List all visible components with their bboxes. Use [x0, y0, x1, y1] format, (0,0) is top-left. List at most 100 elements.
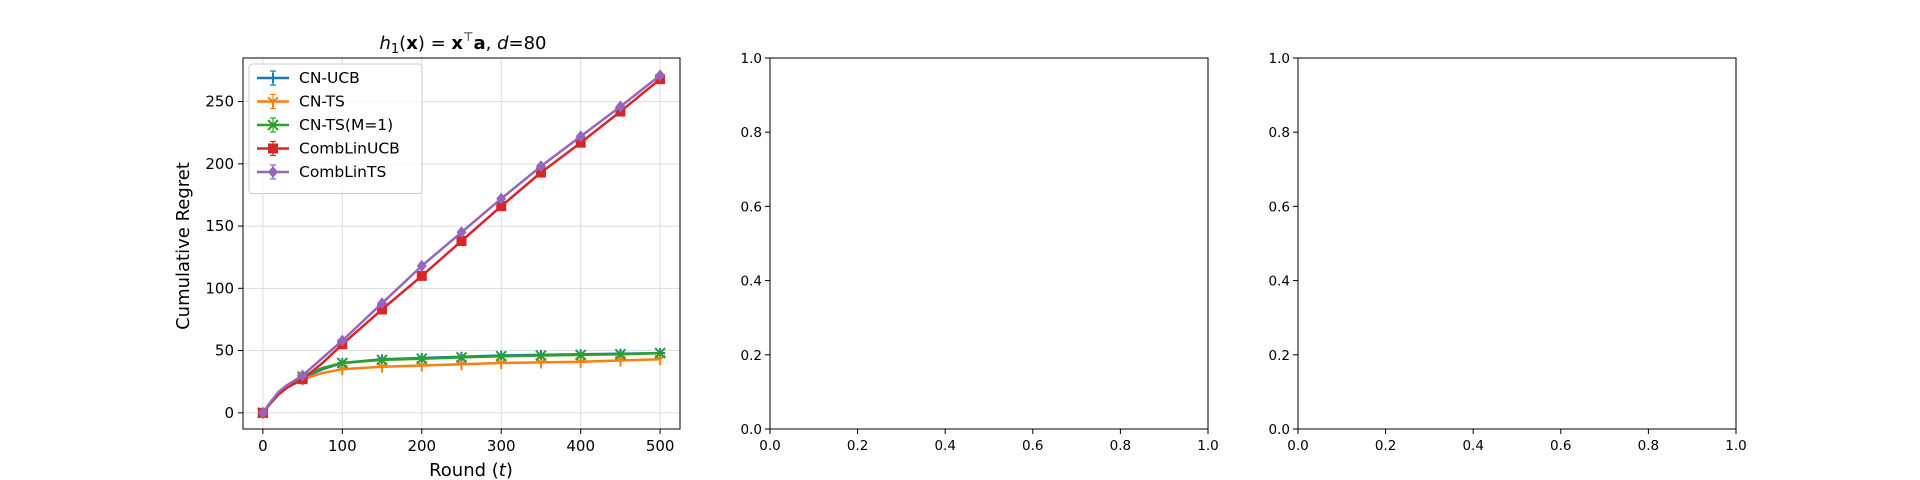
x-tick-label: 0.2 [1375, 438, 1396, 454]
title-comma: , [486, 33, 497, 54]
x-axis-ticks: 0.0 0.2 0.4 0.6 0.8 1.0 [759, 429, 1219, 454]
x-tick-label: 1.0 [1725, 438, 1746, 454]
y-tick-label: 1.0 [741, 51, 762, 67]
y-axis-ticks: 0.0 0.2 0.4 0.6 0.8 1.0 [1269, 51, 1298, 438]
data-point [297, 369, 308, 382]
data-point [535, 349, 547, 362]
y-tick-label: 100 [205, 279, 234, 297]
series-cn-ts-m-1 [257, 347, 666, 419]
series-layer [257, 69, 666, 419]
y-tick-label: 0 [224, 404, 234, 422]
chart-panel-3: 0.0 0.2 0.4 0.6 0.8 1.0 0.0 0.2 0.4 0.6 0.8 1.0 [1269, 51, 1747, 454]
data-point [377, 297, 388, 310]
series-comblints [257, 69, 666, 419]
x-tick-label: 0.0 [1287, 438, 1308, 454]
xlabel-t: t [499, 460, 507, 480]
x-tick-label: 0.8 [1638, 438, 1659, 454]
legend: CN-UCB CN-TS CN-TS(M=1) CombLinUCB CombLinTS [248, 63, 423, 194]
data-point [654, 347, 666, 359]
legend-label: CN-TS [299, 93, 345, 111]
legend-item: CN-TS [257, 93, 345, 111]
x-tick-label: 100 [328, 437, 357, 455]
legend-marker [268, 143, 278, 154]
data-point [257, 406, 268, 419]
legend-label: CN-UCB [299, 69, 360, 87]
title-close-eq: ) = [418, 33, 452, 54]
data-point [376, 354, 388, 366]
legend-item: CN-TS(M=1) [257, 116, 393, 134]
data-point [416, 270, 427, 281]
y-tick-label: 0.8 [741, 125, 762, 141]
x-tick-label: 1.0 [1197, 438, 1218, 454]
data-point [416, 259, 427, 272]
y-tick-label: 200 [205, 155, 234, 173]
data-point [615, 100, 626, 113]
legend-label: CN-TS(M=1) [299, 116, 393, 134]
y-tick-label: 0.4 [741, 274, 762, 290]
y-tick-label: 50 [215, 342, 234, 360]
y-tick-label: 0.6 [1269, 199, 1290, 215]
legend-label: CombLinTS [299, 163, 386, 181]
legend-box [248, 63, 423, 194]
y-tick-label: 1.0 [1269, 51, 1290, 67]
title-h: h [379, 33, 390, 54]
x-tick-label: 0.8 [1110, 438, 1131, 454]
y-tick-label: 0.0 [741, 422, 762, 438]
chart-panel-2: 0.0 0.2 0.4 0.6 0.8 1.0 0.0 0.2 0.4 0.6 0.8 1.0 [741, 51, 1219, 454]
data-point [535, 167, 546, 178]
data-point [416, 352, 428, 365]
chart-title: h1(x) = x⊤a, d=80 [379, 30, 546, 57]
axes-frame [769, 57, 1209, 430]
title-open-paren: ( [399, 33, 406, 54]
x-axis-label: Round (t) [429, 460, 513, 480]
data-point [574, 349, 587, 361]
legend-item: CombLinUCB [257, 140, 400, 158]
axes-frame [242, 57, 681, 430]
legend-item: CN-UCB [257, 69, 360, 87]
x-axis-ticks: 0 100 200 300 400 500 [258, 429, 674, 455]
y-tick-label: 0.0 [1269, 422, 1290, 438]
y-tick-label: 150 [205, 217, 234, 235]
legend-marker [267, 96, 279, 108]
title-d-value: =80 [509, 33, 547, 54]
data-point [456, 226, 467, 239]
title-a-vector: a [473, 33, 485, 54]
data-point [336, 357, 349, 369]
y-tick-label: 0.6 [741, 199, 762, 215]
y-axis-ticks: 0 50 100 150 200 250 [205, 93, 243, 422]
data-point [655, 69, 666, 82]
title-subscript: 1 [391, 42, 399, 57]
y-axis-label: Cumulative Regret [173, 162, 194, 330]
data-point [575, 130, 586, 143]
xlabel-text: Round ( [429, 460, 499, 480]
legend-marker [268, 73, 278, 83]
x-tick-label: 0.4 [1462, 438, 1483, 454]
data-point [337, 334, 348, 347]
y-tick-label: 250 [205, 93, 234, 111]
y-tick-label: 0.2 [1269, 348, 1290, 364]
title-x-vector: x [406, 33, 418, 54]
xlabel-close: ) [506, 460, 513, 480]
y-tick-label: 0.2 [741, 348, 762, 364]
x-tick-label: 0.6 [1550, 438, 1571, 454]
data-point [496, 201, 507, 212]
x-tick-label: 0.6 [1022, 438, 1043, 454]
x-tick-label: 0.4 [934, 438, 955, 454]
x-tick-label: 0.2 [847, 438, 868, 454]
x-tick-label: 200 [407, 437, 436, 455]
title-transpose: ⊤ [463, 30, 473, 44]
legend-marker [267, 119, 279, 131]
legend-label: CombLinUCB [299, 140, 400, 158]
y-axis-ticks: 0.0 0.2 0.4 0.6 0.8 1.0 [741, 51, 770, 438]
data-point [455, 351, 468, 364]
data-point [495, 350, 507, 362]
x-tick-label: 0 [258, 437, 268, 455]
legend-marker [268, 166, 278, 178]
y-tick-label: 0.8 [1269, 125, 1290, 141]
data-point [496, 192, 507, 205]
x-tick-label: 500 [646, 437, 675, 455]
axes-frame [1297, 57, 1737, 430]
data-point [614, 348, 627, 361]
y-tick-label: 0.4 [1269, 274, 1290, 290]
